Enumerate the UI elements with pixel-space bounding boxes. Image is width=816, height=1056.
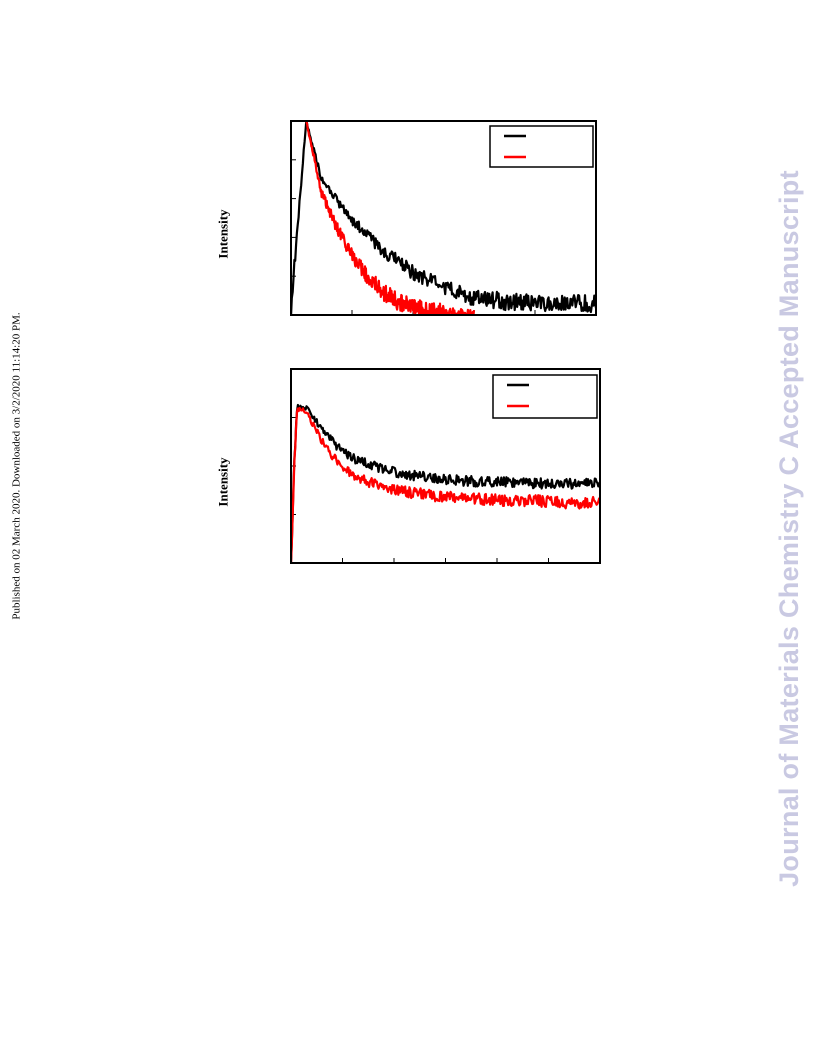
chart-a-series-group [292,122,595,314]
chart-b-series-2-line [292,406,599,562]
chart-b-legend-box [492,374,598,419]
journal-watermark: Journal of Materials Chemistry C Accepte… [774,146,804,910]
chart-b-series-group [292,403,599,562]
publication-note: Published on 02 March 2020. Downloaded o… [10,312,24,619]
chart-a-plot-frame [290,120,597,316]
chart-b-series-1-line [292,403,599,562]
journal-watermark-text: Journal of Materials Chemistry C Accepte… [773,169,804,887]
chart-a [290,120,597,316]
chart-a-y-axis-label: Intensity [214,194,234,274]
publication-note-text: Published on 02 March 2020. Downloaded o… [11,312,23,620]
chart-b [290,368,601,564]
chart-a-legend-box [489,125,594,168]
chart-a-series-1-line [292,122,595,314]
chart-b-y-axis-label: Intensity [214,442,234,522]
chart-b-y-axis-label-text: Intensity [216,457,231,507]
chart-a-series-2-line [305,122,476,314]
chart-a-y-axis-label-text: Intensity [216,209,231,259]
